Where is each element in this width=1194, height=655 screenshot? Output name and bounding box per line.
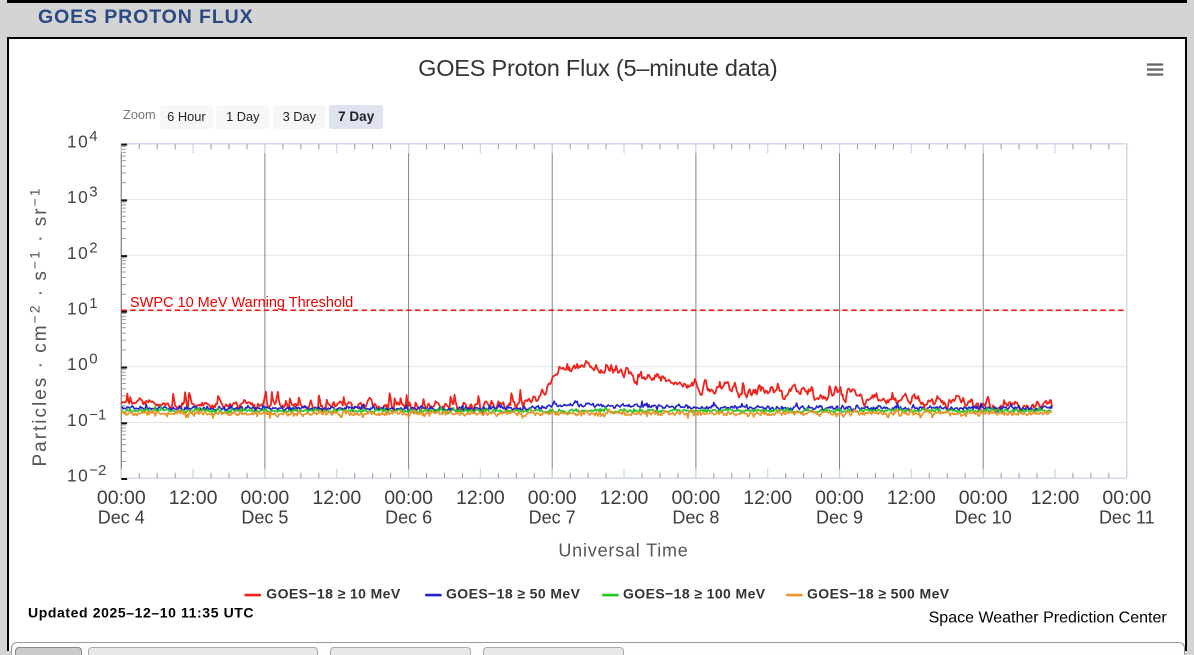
svg-text:00:00: 00:00 (528, 487, 577, 509)
svg-text:12:00: 12:00 (600, 487, 649, 509)
svg-text:Dec 4: Dec 4 (98, 508, 145, 528)
svg-text:00:00: 00:00 (384, 487, 433, 509)
svg-text:00:00: 00:00 (97, 487, 146, 509)
svg-text:12:00: 12:00 (456, 487, 505, 509)
svg-text:Dec 8: Dec 8 (672, 508, 719, 528)
svg-text:GOES−18 ≥ 10 MeV: GOES−18 ≥ 10 MeV (266, 586, 401, 602)
svg-text:101: 101 (67, 295, 98, 319)
svg-text:10−2: 10−2 (67, 462, 106, 486)
svg-text:Dec 10: Dec 10 (955, 508, 1012, 528)
svg-text:12:00: 12:00 (887, 487, 936, 509)
svg-text:Dec 5: Dec 5 (241, 508, 288, 528)
svg-text:GOES−18 ≥ 500 MeV: GOES−18 ≥ 500 MeV (807, 586, 950, 602)
svg-text:00:00: 00:00 (959, 487, 1008, 509)
svg-text:Universal Time: Universal Time (558, 541, 688, 561)
svg-text:12:00: 12:00 (169, 487, 218, 509)
svg-text:00:00: 00:00 (1102, 487, 1151, 509)
svg-text:104: 104 (67, 128, 98, 152)
svg-text:12:00: 12:00 (1031, 487, 1080, 509)
svg-text:Updated 2025–12–10 11:35 UTC: Updated 2025–12–10 11:35 UTC (28, 605, 254, 621)
svg-text:10−1: 10−1 (67, 407, 106, 431)
svg-text:Dec 7: Dec 7 (529, 508, 576, 528)
svg-text:103: 103 (67, 184, 98, 208)
svg-text:00:00: 00:00 (240, 487, 289, 509)
svg-text:Dec 11: Dec 11 (1099, 508, 1155, 528)
svg-text:00:00: 00:00 (815, 487, 864, 509)
svg-text:12:00: 12:00 (743, 487, 792, 509)
svg-text:Dec 9: Dec 9 (816, 508, 863, 528)
svg-text:GOES−18 ≥ 50 MeV: GOES−18 ≥ 50 MeV (446, 586, 581, 602)
svg-text:Particles · cm−2 · s−1 · sr−1: Particles · cm−2 · s−1 · sr−1 (27, 186, 52, 466)
svg-text:GOES Proton Flux (5–minute dat: GOES Proton Flux (5–minute data) (418, 55, 777, 81)
svg-text:Dec 6: Dec 6 (385, 508, 432, 528)
svg-text:100: 100 (67, 351, 98, 375)
svg-text:Space Weather Prediction Cente: Space Weather Prediction Center (929, 610, 1168, 627)
svg-text:12:00: 12:00 (312, 487, 361, 509)
svg-text:GOES−18 ≥ 100 MeV: GOES−18 ≥ 100 MeV (623, 586, 766, 602)
svg-text:00:00: 00:00 (671, 487, 720, 509)
svg-text:SWPC 10 MeV Warning Threshold: SWPC 10 MeV Warning Threshold (130, 295, 353, 311)
svg-text:102: 102 (67, 239, 98, 263)
